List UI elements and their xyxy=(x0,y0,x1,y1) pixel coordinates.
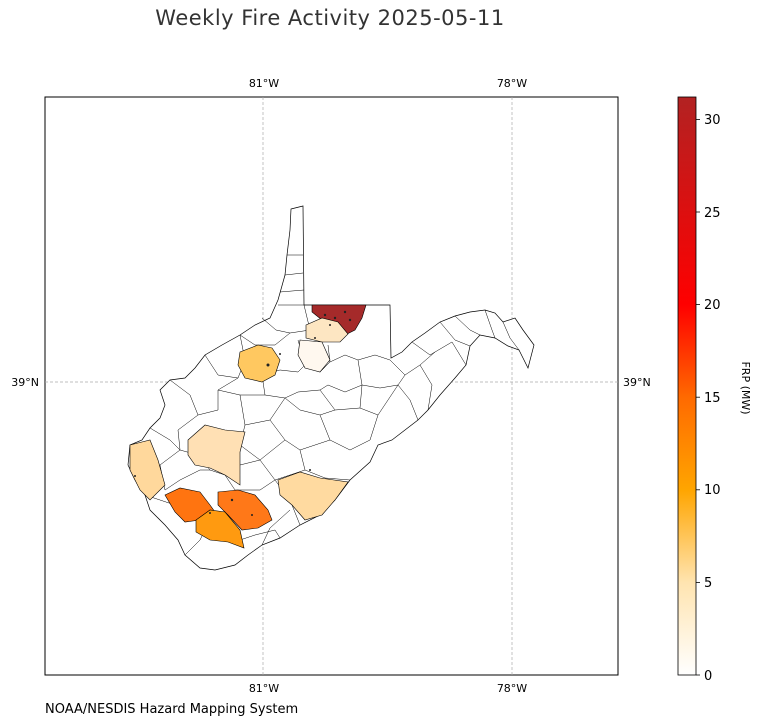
county-southwest xyxy=(129,439,166,501)
fire-point xyxy=(209,512,211,514)
colorbar-tick-0: 0 xyxy=(704,669,712,684)
colorbar-tick-20: 20 xyxy=(704,298,721,313)
colorbar-tick-10: 10 xyxy=(704,483,721,498)
source-credit: NOAA/NESDIS Hazard Mapping System xyxy=(45,702,299,717)
colorbar: 0 5 10 15 20 25 30 FRP (MW) xyxy=(677,96,752,684)
fire-point xyxy=(266,363,270,367)
county-southern-f xyxy=(195,509,245,549)
fire-point xyxy=(314,337,316,339)
county-boundaries xyxy=(144,254,520,556)
fire-point xyxy=(134,475,136,477)
colorbar-tick-30: 30 xyxy=(704,113,721,128)
lat-label-left-39n: 39°N xyxy=(11,376,39,389)
colorbar-label: FRP (MW) xyxy=(739,361,752,414)
colorbar-ticks xyxy=(696,119,700,676)
fire-point xyxy=(329,324,331,326)
fire-point xyxy=(323,313,327,317)
fire-point xyxy=(333,316,337,320)
colorbar-gradient xyxy=(677,96,697,676)
lat-label-right-39n: 39°N xyxy=(623,376,651,389)
fire-point xyxy=(348,318,352,322)
county-central-west xyxy=(237,344,281,383)
lon-label-bottom-78w: 78°W xyxy=(497,682,527,695)
county-northern-b xyxy=(305,317,349,343)
fire-point xyxy=(251,514,253,516)
county-southeast xyxy=(277,471,349,521)
lon-label-bottom-81w: 81°W xyxy=(249,682,279,695)
fire-point xyxy=(309,469,311,471)
colorbar-tick-15: 15 xyxy=(704,391,721,406)
colorbar-tick-5: 5 xyxy=(704,576,712,591)
map-title: Weekly Fire Activity 2025-05-11 xyxy=(155,6,505,30)
colorbar-tick-25: 25 xyxy=(704,206,721,221)
lon-label-top-81w: 81°W xyxy=(249,77,279,90)
lon-label-top-78w: 78°W xyxy=(497,77,527,90)
fire-point xyxy=(343,310,347,314)
fire-detections xyxy=(134,310,352,516)
fire-point xyxy=(230,498,234,502)
fire-point xyxy=(279,353,281,355)
county-northern-c xyxy=(297,339,331,373)
county-central-south xyxy=(187,424,246,486)
